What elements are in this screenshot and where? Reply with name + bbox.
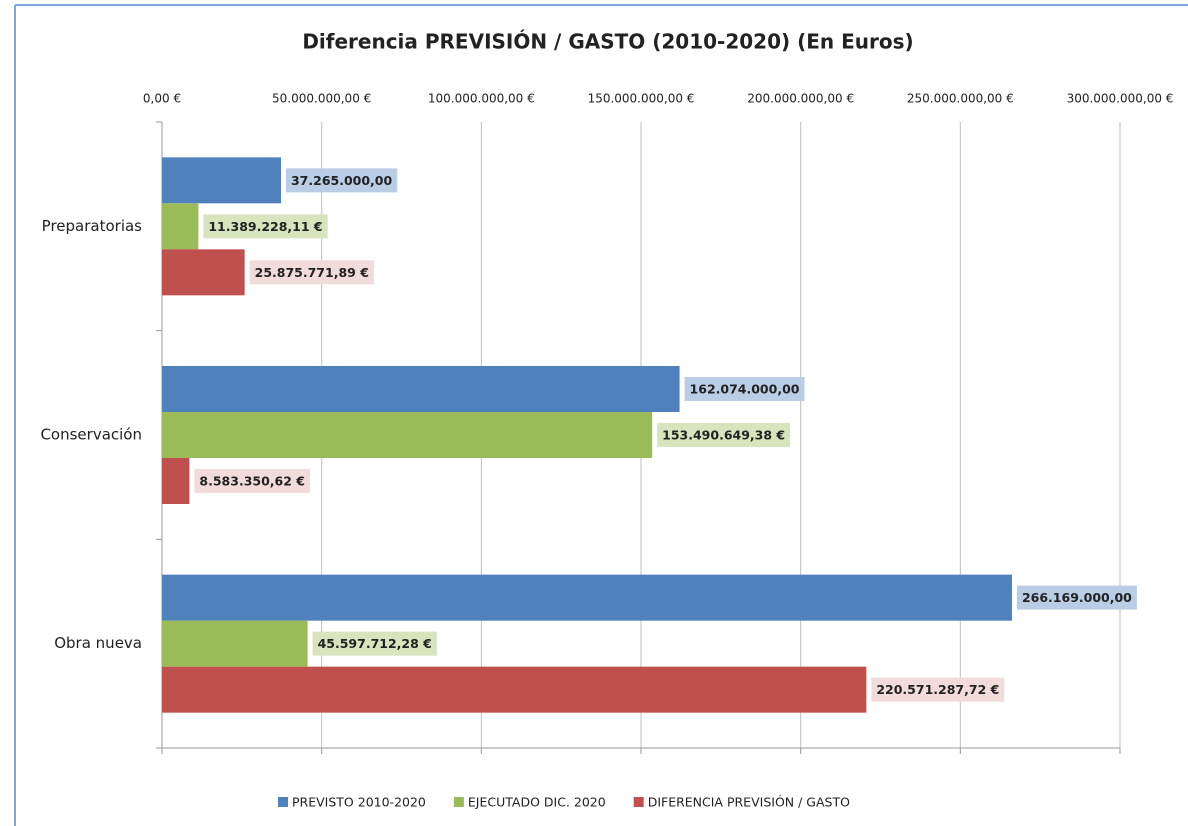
value-label: 11.389.228,11 €: [208, 219, 322, 234]
x-tick-label: 50.000.000,00 €: [272, 92, 371, 106]
bar: [162, 620, 308, 667]
value-label-bg: [312, 631, 437, 656]
x-tick-label: 300.000.000,00 €: [1067, 92, 1174, 106]
legend-label: PREVISTO 2010-2020: [292, 795, 426, 810]
value-label-bg: [871, 677, 1005, 702]
value-label: 25.875.771,89 €: [255, 265, 369, 280]
legend-swatch: [453, 797, 464, 807]
x-tick-label: 100.000.000,00 €: [428, 92, 535, 106]
bar: [162, 666, 867, 713]
legend-label: EJECUTADO DIC. 2020: [468, 795, 606, 810]
value-label-bg: [249, 260, 374, 285]
value-label: 162.074.000,00: [690, 382, 800, 397]
legend-swatch: [633, 797, 644, 807]
y-tick-label: Preparatorias: [42, 217, 143, 235]
value-label-bg: [194, 469, 310, 493]
value-label: 8.583.350,62 €: [199, 474, 305, 489]
y-tick-label: Obra nueva: [54, 634, 142, 652]
chart-title: Diferencia PREVISIÓN / GASTO (2010-2020)…: [302, 30, 913, 54]
bar: [162, 574, 1012, 621]
x-tick-label: 0,00 €: [143, 92, 181, 106]
bar: [162, 458, 190, 504]
value-label: 37.265.000,00: [291, 173, 393, 188]
value-label: 153.490.649,38 €: [662, 428, 785, 443]
legend-label: DIFERENCIA PREVISIÓN / GASTO: [648, 795, 850, 810]
legend-swatch: [278, 797, 288, 807]
y-tick-label: Conservación: [40, 426, 142, 444]
value-label-bg: [203, 214, 328, 239]
bar: [162, 203, 199, 250]
bar: [162, 366, 680, 412]
value-label: 45.597.712,28 €: [318, 636, 432, 651]
value-label: 220.571.287,72 €: [876, 682, 999, 697]
value-label-bg: [285, 168, 398, 193]
value-label-bg: [657, 423, 791, 447]
bar: [162, 157, 281, 204]
value-label-bg: [1016, 585, 1137, 610]
bar: [162, 249, 245, 296]
bar: [162, 412, 653, 458]
x-tick-label: 250.000.000,00 €: [907, 92, 1014, 106]
x-tick-label: 200.000.000,00 €: [747, 92, 854, 106]
x-tick-label: 150.000.000,00 €: [588, 92, 695, 106]
value-label-bg: [684, 377, 805, 401]
value-label: 266.169.000,00: [1022, 590, 1132, 605]
